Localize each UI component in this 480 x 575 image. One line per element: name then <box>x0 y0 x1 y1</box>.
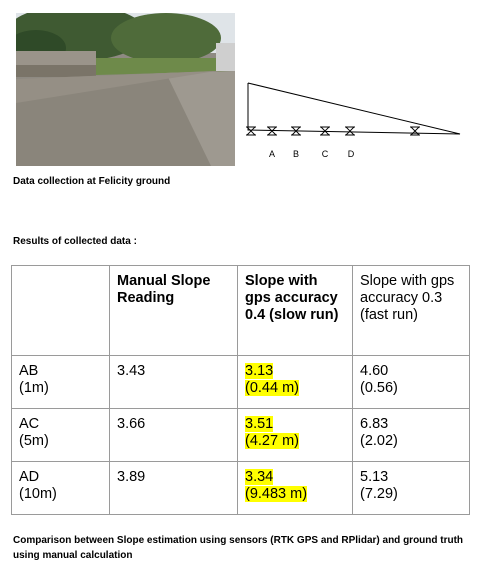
results-table: Manual Slope Reading Slope with gps accu… <box>11 265 470 515</box>
slow-run-error: (0.44 m) <box>245 380 299 396</box>
slow-run-error: (4.27 m) <box>245 433 299 449</box>
ground-photo <box>16 13 235 166</box>
fast-run-error: (2.02) <box>360 433 398 449</box>
segment-name: AC <box>19 416 40 432</box>
sensor-markers <box>246 126 420 136</box>
segment-cell: AB (1m) <box>11 355 110 409</box>
comparison-caption: Comparison between Slope estimation usin… <box>13 535 464 561</box>
segment-distance: (10m) <box>19 486 57 502</box>
header-fast-run: Slope with gps accuracy 0.3 (fast run) <box>352 265 470 356</box>
fast-run-cell: 5.13 (7.29) <box>352 461 470 515</box>
slow-run-error: (9.483 m) <box>245 486 308 502</box>
slow-run-cell: 3.13 (0.44 m) <box>237 355 353 409</box>
segment-cell: AD (10m) <box>11 461 110 515</box>
manual-value: 3.89 <box>109 461 238 515</box>
figure-caption: Data collection at Felicity ground <box>13 176 171 187</box>
header-cell-empty <box>11 265 110 356</box>
manual-value: 3.43 <box>109 355 238 409</box>
fast-run-slope: 4.60 <box>360 363 389 379</box>
results-heading: Results of collected data : <box>13 236 137 247</box>
table-row: AD (10m) 3.89 3.34 (9.483 m) 5.13 (7.29) <box>11 461 470 515</box>
point-label-a: A <box>269 149 275 159</box>
point-label-d: D <box>348 149 355 159</box>
point-label-c: C <box>322 149 329 159</box>
fast-run-slope: 5.13 <box>360 469 389 485</box>
slope-diagram: A B C D <box>246 82 461 159</box>
fast-run-slope: 6.83 <box>360 416 389 432</box>
header-slow-run: Slope with gps accuracy 0.4 (slow run) <box>237 265 353 356</box>
header-manual-slope: Manual Slope Reading <box>109 265 238 356</box>
table-row: AB (1m) 3.43 3.13 (0.44 m) 4.60 (0.56) <box>11 355 470 409</box>
table-row: AC (5m) 3.66 3.51 (4.27 m) 6.83 (2.02) <box>11 408 470 462</box>
manual-value: 3.66 <box>109 408 238 462</box>
segment-name: AD <box>19 469 40 485</box>
fast-run-error: (0.56) <box>360 380 398 396</box>
fast-run-error: (7.29) <box>360 486 398 502</box>
slow-run-cell: 3.34 (9.483 m) <box>237 461 353 515</box>
segment-distance: (5m) <box>19 433 49 449</box>
fast-run-cell: 6.83 (2.02) <box>352 408 470 462</box>
table-header-row: Manual Slope Reading Slope with gps accu… <box>11 265 470 356</box>
segment-distance: (1m) <box>19 380 49 396</box>
segment-cell: AC (5m) <box>11 408 110 462</box>
segment-name: AB <box>19 363 39 379</box>
slow-run-slope: 3.13 <box>245 363 274 379</box>
fast-run-cell: 4.60 (0.56) <box>352 355 470 409</box>
point-label-b: B <box>293 149 299 159</box>
slow-run-cell: 3.51 (4.27 m) <box>237 408 353 462</box>
slow-run-slope: 3.51 <box>245 416 274 432</box>
slope-triangle <box>247 82 461 135</box>
ground-photo-drawing <box>16 13 235 166</box>
slow-run-slope: 3.34 <box>245 469 274 485</box>
